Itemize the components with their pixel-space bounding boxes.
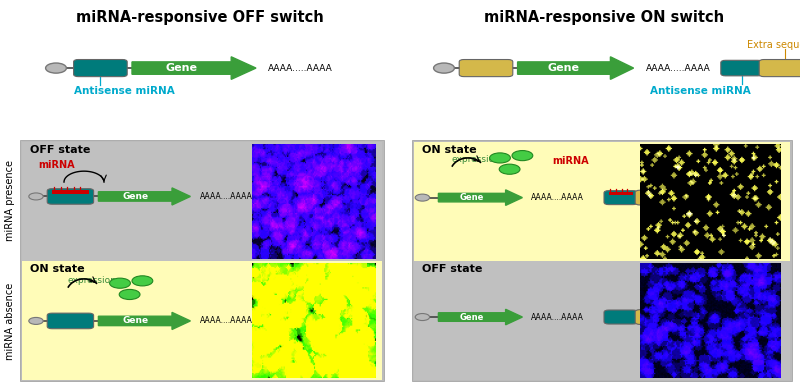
Circle shape bbox=[512, 151, 533, 161]
Text: ON state: ON state bbox=[30, 264, 85, 274]
Bar bbox=[20, 140, 384, 381]
Bar bbox=[414, 142, 790, 261]
Polygon shape bbox=[98, 188, 190, 205]
Polygon shape bbox=[98, 312, 190, 329]
Bar bbox=[22, 261, 382, 380]
Text: AAAA....AAAA: AAAA....AAAA bbox=[531, 193, 584, 202]
Circle shape bbox=[46, 63, 66, 73]
Text: miRNA presence: miRNA presence bbox=[5, 160, 14, 241]
Polygon shape bbox=[438, 190, 522, 205]
Text: miRNA-responsive ON switch: miRNA-responsive ON switch bbox=[484, 10, 724, 25]
Text: miRNA-responsive OFF switch: miRNA-responsive OFF switch bbox=[76, 10, 324, 25]
Polygon shape bbox=[132, 57, 256, 79]
Text: OFF state: OFF state bbox=[422, 264, 482, 274]
Text: Gene: Gene bbox=[548, 63, 580, 73]
Text: miRNA absence: miRNA absence bbox=[5, 282, 14, 359]
Circle shape bbox=[415, 314, 430, 321]
Circle shape bbox=[415, 194, 430, 201]
Text: ON state: ON state bbox=[422, 145, 477, 155]
Text: Gene: Gene bbox=[460, 193, 484, 202]
Text: miRNA: miRNA bbox=[552, 156, 589, 166]
Text: expression: expression bbox=[67, 276, 117, 286]
Bar bbox=[414, 261, 790, 380]
Text: OFF state: OFF state bbox=[30, 145, 90, 155]
Polygon shape bbox=[438, 309, 522, 325]
Circle shape bbox=[490, 153, 510, 163]
Text: AAAA....AAAA: AAAA....AAAA bbox=[531, 312, 584, 322]
FancyBboxPatch shape bbox=[459, 60, 513, 77]
Circle shape bbox=[499, 164, 520, 174]
Text: AAAA....AAAA: AAAA....AAAA bbox=[200, 192, 253, 201]
Text: miRNA: miRNA bbox=[38, 159, 75, 170]
Text: Gene: Gene bbox=[166, 63, 198, 73]
Bar bbox=[412, 140, 792, 381]
FancyBboxPatch shape bbox=[74, 60, 127, 77]
FancyBboxPatch shape bbox=[604, 191, 638, 205]
Text: AAAA....AAAA: AAAA....AAAA bbox=[200, 316, 253, 326]
FancyBboxPatch shape bbox=[635, 190, 673, 205]
Text: Gene: Gene bbox=[122, 316, 148, 326]
Bar bbox=[52, 190, 89, 194]
FancyBboxPatch shape bbox=[635, 310, 673, 324]
Text: Antisense miRNA: Antisense miRNA bbox=[74, 86, 175, 96]
Circle shape bbox=[132, 276, 153, 286]
Text: AAAA.....AAAA: AAAA.....AAAA bbox=[268, 63, 333, 73]
Text: Antisense miRNA: Antisense miRNA bbox=[650, 86, 750, 96]
FancyBboxPatch shape bbox=[759, 60, 800, 77]
Circle shape bbox=[119, 289, 140, 300]
Bar bbox=[609, 192, 633, 195]
Polygon shape bbox=[518, 57, 634, 79]
FancyBboxPatch shape bbox=[47, 189, 94, 204]
Text: Extra sequence: Extra sequence bbox=[747, 40, 800, 50]
Text: AAAA.....AAAA: AAAA.....AAAA bbox=[646, 63, 710, 73]
Circle shape bbox=[29, 317, 43, 324]
Circle shape bbox=[434, 63, 454, 73]
FancyBboxPatch shape bbox=[47, 313, 94, 329]
Text: Gene: Gene bbox=[122, 192, 148, 201]
Bar bbox=[22, 142, 382, 261]
Circle shape bbox=[110, 278, 130, 288]
Text: expression: expression bbox=[451, 155, 501, 164]
Circle shape bbox=[29, 193, 43, 200]
Text: Gene: Gene bbox=[460, 312, 484, 322]
FancyBboxPatch shape bbox=[721, 60, 762, 76]
FancyBboxPatch shape bbox=[604, 310, 638, 324]
